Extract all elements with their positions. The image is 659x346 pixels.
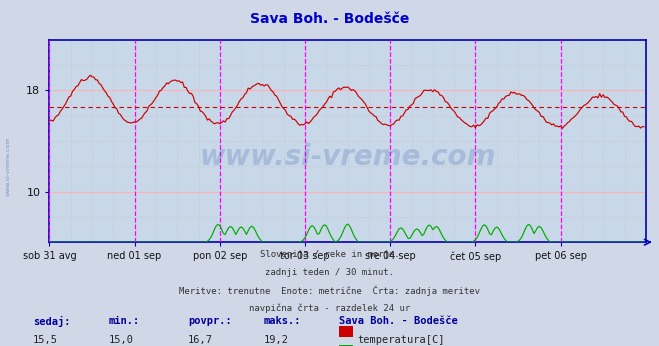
Text: 19,2: 19,2 (264, 335, 289, 345)
Text: Sava Boh. - Bodešče: Sava Boh. - Bodešče (339, 316, 458, 326)
Text: 16,7: 16,7 (188, 335, 213, 345)
Text: zadnji teden / 30 minut.: zadnji teden / 30 minut. (265, 268, 394, 277)
Text: www.si-vreme.com: www.si-vreme.com (200, 143, 496, 171)
Text: maks.:: maks.: (264, 316, 301, 326)
Text: www.si-vreme.com: www.si-vreme.com (5, 136, 11, 196)
Text: min.:: min.: (109, 316, 140, 326)
Text: 15,5: 15,5 (33, 335, 58, 345)
Text: navpična črta - razdelek 24 ur: navpična črta - razdelek 24 ur (249, 304, 410, 313)
Text: povpr.:: povpr.: (188, 316, 231, 326)
Text: Meritve: trenutne  Enote: metrične  Črta: zadnja meritev: Meritve: trenutne Enote: metrične Črta: … (179, 286, 480, 296)
Text: Slovenija / reke in morje.: Slovenija / reke in morje. (260, 250, 399, 259)
Text: sedaj:: sedaj: (33, 316, 71, 327)
Text: temperatura[C]: temperatura[C] (358, 335, 445, 345)
Text: 15,0: 15,0 (109, 335, 134, 345)
Text: Sava Boh. - Bodešče: Sava Boh. - Bodešče (250, 12, 409, 26)
